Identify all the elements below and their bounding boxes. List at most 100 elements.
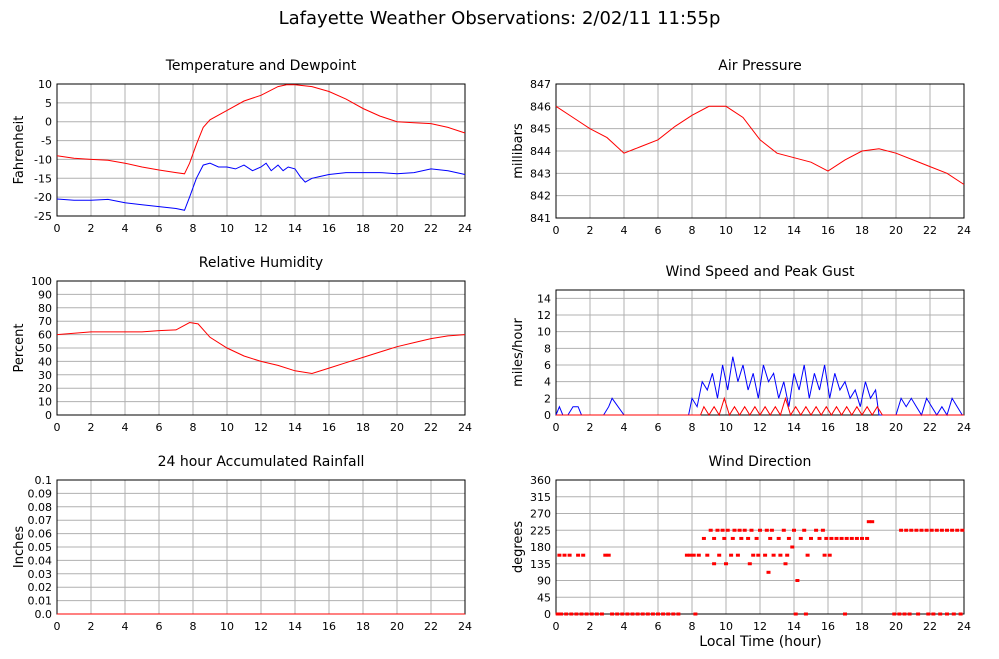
data-point (778, 553, 783, 557)
y-tick-label: 0.06 (28, 528, 53, 541)
y-tick-label: 0.03 (28, 568, 53, 581)
data-point (839, 536, 844, 540)
y-tick-label: 80 (38, 302, 52, 315)
data-point (693, 612, 698, 616)
data-point (929, 528, 934, 532)
y-tick-label: 20 (38, 382, 52, 395)
data-point (732, 528, 737, 532)
data-point (676, 612, 681, 616)
x-tick-label: 24 (458, 222, 472, 235)
data-point (584, 612, 589, 616)
x-tick-label: 6 (655, 421, 662, 434)
data-point (730, 536, 735, 540)
x-tick-label: 14 (288, 222, 302, 235)
x-tick-label: 6 (655, 620, 662, 633)
x-tick-label: 0 (54, 222, 61, 235)
x-tick-label: 10 (719, 224, 733, 237)
data-point (805, 553, 810, 557)
y-axis-label: millibars (511, 123, 526, 179)
data-point (712, 536, 717, 540)
data-point (817, 536, 822, 540)
data-point (914, 528, 919, 532)
x-tick-label: 10 (719, 620, 733, 633)
y-tick-label: 5 (45, 97, 52, 110)
data-point (795, 579, 800, 582)
data-point (722, 536, 727, 540)
data-point (790, 545, 795, 549)
data-point (843, 612, 847, 616)
data-point (958, 612, 963, 616)
x-tick-label: 4 (122, 222, 129, 235)
data-point (897, 612, 902, 616)
x-tick-label: 14 (787, 421, 801, 434)
chart-temp: 0 2 4 6 8 10 12 14 16 18 20 22 24-25-20-15-10-50510T… (12, 58, 472, 235)
data-point (645, 612, 650, 616)
y-tick-label: 30 (38, 369, 52, 382)
data-point (785, 553, 790, 557)
data-point (768, 536, 773, 540)
x-tick-label: 14 (787, 620, 801, 633)
y-tick-label: 845 (530, 123, 551, 136)
data-point (640, 612, 645, 616)
y-tick-label: -20 (34, 191, 52, 204)
data-point (620, 612, 625, 616)
x-tick-label: 24 (458, 421, 472, 434)
data-point (939, 528, 944, 532)
y-tick-label: 90 (38, 288, 52, 301)
data-point (834, 536, 839, 540)
chart-title: Wind Speed and Peak Gust (666, 264, 855, 280)
data-point (798, 536, 803, 540)
x-tick-label: 4 (122, 421, 129, 434)
y-tick-label: 10 (38, 396, 52, 409)
data-point (776, 536, 781, 540)
y-tick-label: 60 (38, 329, 52, 342)
x-tick-label: 2 (587, 620, 594, 633)
y-tick-label: -25 (34, 210, 52, 223)
x-tick-label: 16 (322, 222, 336, 235)
x-tick-label: 20 (390, 421, 404, 434)
y-tick-label: 0.01 (28, 595, 53, 608)
data-point (764, 528, 769, 532)
x-tick-label: 14 (288, 620, 302, 633)
data-point (763, 553, 768, 557)
chart-rain: 0 2 4 6 8 10 12 14 16 18 20 22 240.00.010.020.030.04… (12, 454, 472, 633)
data-point (717, 553, 722, 557)
x-tick-label: 18 (356, 620, 370, 633)
chart-rh: 0 2 4 6 8 10 12 14 16 18 20 22 240102030405060708090… (12, 255, 472, 434)
data-point (758, 528, 762, 532)
data-point (803, 612, 808, 616)
data-point (756, 553, 761, 557)
data-point (820, 528, 825, 532)
y-tick-label: 45 (537, 591, 551, 604)
y-tick-label: 14 (537, 292, 551, 305)
x-tick-label: 16 (821, 421, 835, 434)
data-point (814, 528, 819, 532)
data-point (746, 536, 751, 540)
data-point (724, 562, 728, 566)
y-axis-label: Fahrenheit (12, 116, 27, 185)
x-tick-label: 8 (190, 421, 197, 434)
y-tick-label: 843 (530, 167, 551, 180)
y-tick-label: 100 (31, 275, 52, 288)
data-point (671, 612, 676, 616)
x-tick-label: 18 (356, 222, 370, 235)
data-point (951, 612, 956, 616)
data-point (594, 612, 599, 616)
x-tick-label: 6 (156, 620, 163, 633)
y-tick-label: 10 (38, 78, 52, 91)
data-point (574, 612, 579, 616)
x-tick-label: 22 (424, 620, 438, 633)
x-tick-label: 12 (254, 421, 268, 434)
x-tick-label: 22 (424, 421, 438, 434)
data-point (576, 553, 581, 557)
data-point (562, 553, 567, 557)
x-tick-label: 18 (855, 421, 869, 434)
data-point (916, 612, 921, 616)
data-point (735, 553, 740, 557)
data-point (955, 528, 960, 532)
data-point (708, 528, 713, 532)
series-line (56, 162, 466, 211)
x-tick-label: 12 (753, 224, 767, 237)
x-tick-label: 4 (621, 620, 628, 633)
y-axis-label: Percent (12, 324, 27, 373)
